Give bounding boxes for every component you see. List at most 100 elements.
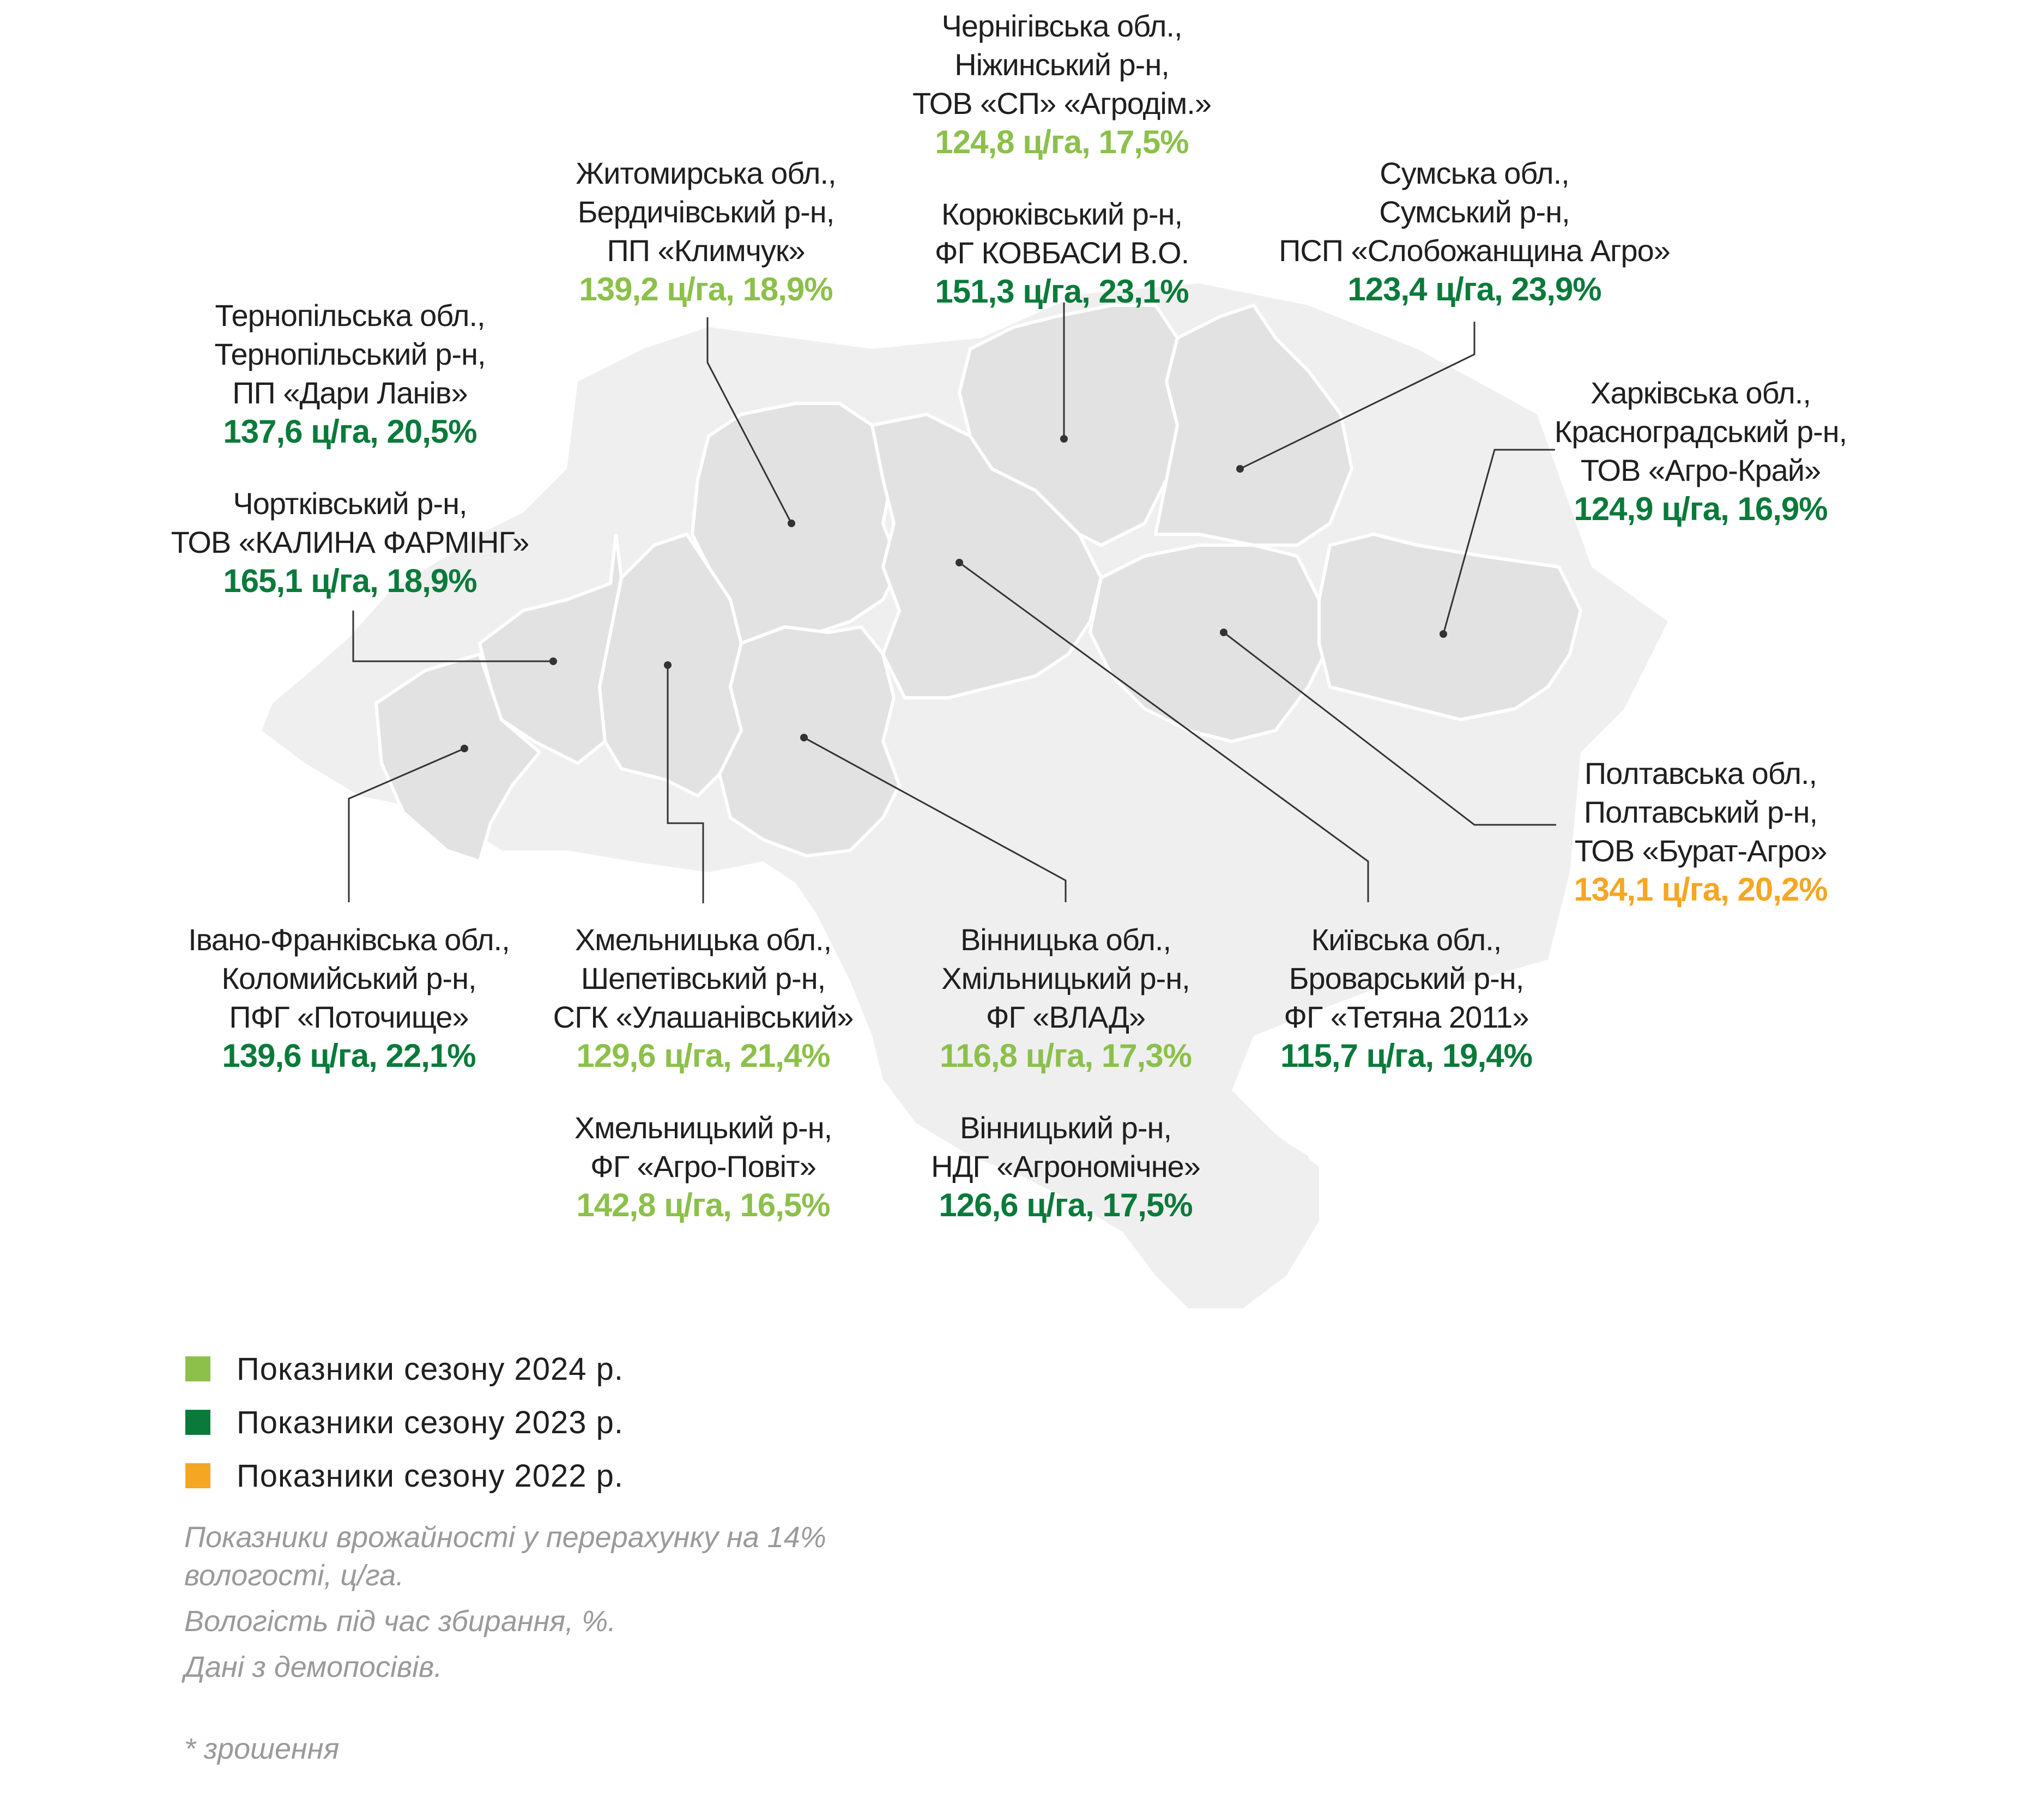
label-line: Хмільницький р-н, xyxy=(941,961,1190,995)
label-line: ФГ КОВБАСИ В.О. xyxy=(934,236,1189,270)
label-line: Красноградський р-н, xyxy=(1554,414,1847,449)
marker-khmelnytskyi xyxy=(664,661,672,669)
marker-poltava xyxy=(1220,629,1227,636)
label-line: ФГ «ВЛАД» xyxy=(985,1000,1146,1034)
label-line: ФГ «Тетяна 2011» xyxy=(1284,1000,1529,1034)
label-value: 134,1 ц/га, 20,2% xyxy=(1574,871,1828,908)
label-line: ФГ «Агро-Повіт» xyxy=(590,1149,817,1184)
legend-item-2022: Показники сезону 2022 р. xyxy=(185,1449,624,1502)
note-moisture: Вологість під час збирання, %. xyxy=(184,1605,616,1638)
legend-label-2024: Показники сезону 2024 р. xyxy=(237,1351,624,1387)
leader-chortkiv xyxy=(352,611,553,662)
leader-sumy xyxy=(1239,322,1475,470)
label-value: 151,3 ц/га, 23,1% xyxy=(935,273,1189,310)
region-kharkiv xyxy=(1317,532,1583,722)
leader-kharkiv xyxy=(1442,449,1555,635)
leader-zhytomyr xyxy=(706,317,793,524)
region-crimea xyxy=(1079,1090,1319,1297)
label-line: Коломийський р-н, xyxy=(221,961,476,995)
label-line: ПФГ «Поточище» xyxy=(229,1000,469,1034)
marker-vinnytsia xyxy=(800,734,808,741)
legend-label-2022: Показники сезону 2022 р. xyxy=(237,1458,624,1494)
label-ivano-frankivsk: Івано-Франківська обл., Коломийський р-н,… xyxy=(188,920,510,1075)
label-poltava: Полтавська обл., Полтавський р-н, ТОВ «Бур… xyxy=(1574,754,1828,909)
note-yield: Показники врожайності у перерахунку на 1… xyxy=(184,1521,826,1592)
label-value: 137,6 ц/га, 20,5% xyxy=(223,413,477,450)
label-line: ТОВ «Бурат-Агро» xyxy=(1574,834,1828,868)
label-line: Тернопільська обл., xyxy=(215,298,485,333)
label-line: ТОВ «КАЛИНА ФАРМІНГ» xyxy=(171,525,530,559)
label-value: 126,6 ц/га, 17,5% xyxy=(939,1187,1193,1223)
label-zhytomyr: Житомирська обл., Бердичівський р-н, ПП «К… xyxy=(576,154,836,309)
label-kharkiv: Харківська обл., Красноградський р-н, ТОВ … xyxy=(1555,373,1847,528)
label-value: 123,4 ц/га, 23,9% xyxy=(1347,271,1601,307)
label-line: ПСП «Слобожанщина Агро» xyxy=(1279,233,1671,268)
label-khmelnytskyi-shepetivka: Хмельницька обл., Шепетівський р-н, СГК «У… xyxy=(553,920,854,1075)
label-line: Житомирська обл., xyxy=(576,156,836,190)
legend: Показники сезону 2024 р. Показники сезон… xyxy=(185,1342,624,1502)
region-sumy xyxy=(1153,303,1354,547)
legend-swatch-2022 xyxy=(185,1463,210,1488)
label-line: Ніжинський р-н, xyxy=(954,47,1170,82)
notes: Показники врожайності у перерахунку на 1… xyxy=(184,1518,893,1776)
label-line: Хмельницький р-н, xyxy=(574,1110,832,1145)
label-value: 139,2 ц/га, 18,9% xyxy=(579,271,833,307)
label-line: Шепетівський р-н, xyxy=(580,961,826,995)
label-line: Полтавський р-н, xyxy=(1583,795,1818,829)
label-value: 124,9 ц/га, 16,9% xyxy=(1574,491,1828,527)
label-line: Київська обл., xyxy=(1311,922,1502,957)
label-ternopil: Тернопільська обл., Тернопільський р-н, ПП… xyxy=(214,296,486,451)
label-khmelnytskyi-khm: Хмельницький р-н, ФГ «Агро-Повіт» 142,8 ц/… xyxy=(575,1108,832,1224)
label-value: 142,8 ц/га, 16,5% xyxy=(576,1187,830,1223)
label-line: Броварський р-н, xyxy=(1289,961,1525,995)
label-value: 116,8 ц/га, 17,3% xyxy=(940,1037,1192,1074)
legend-label-2023: Показники сезону 2023 р. xyxy=(237,1404,624,1440)
label-line: Тернопільський р-н, xyxy=(214,337,486,371)
label-line: Полтавська обл., xyxy=(1584,756,1817,790)
legend-swatch-2023 xyxy=(185,1410,210,1435)
leader-kyiv xyxy=(959,562,1369,902)
label-line: Івано-Франківська обл., xyxy=(188,922,510,957)
label-line: Чортківський р-н, xyxy=(233,486,467,521)
label-chernihiv-nizhyn: Чернігівська обл., Ніжинський р-н, ТОВ «СП… xyxy=(912,7,1212,161)
label-line: ПП «Климчук» xyxy=(607,233,805,268)
label-value: 165,1 ц/га, 18,9% xyxy=(223,563,477,599)
label-line: Бердичівський р-н, xyxy=(577,195,835,229)
label-chernihiv-koriukivka: Корюківський р-н, ФГ КОВБАСИ В.О. 151,3 ц/… xyxy=(935,195,1189,311)
label-line: ТОВ «СП» «Агродім.» xyxy=(912,86,1212,120)
label-value: 124,8 ц/га, 17,5% xyxy=(935,124,1189,160)
marker-ivano-frankivsk xyxy=(461,745,468,752)
label-vinnytsia-khmilnyk: Вінницька обл., Хмільницький р-н, ФГ «ВЛАД… xyxy=(940,920,1192,1075)
leader-ivano-frankivsk xyxy=(348,747,465,902)
label-value: 129,6 ц/га, 21,4% xyxy=(576,1037,830,1074)
marker-chortkiv xyxy=(549,657,557,665)
label-line: Сумський р-н, xyxy=(1379,195,1570,229)
label-line: ТОВ «Агро-Край» xyxy=(1580,453,1821,487)
label-value: 115,7 ц/га, 19,4% xyxy=(1280,1037,1533,1074)
label-line: СГК «Улашанівський» xyxy=(553,1000,854,1034)
leader-vinnytsia xyxy=(803,737,1067,902)
label-line: Хмельницька обл., xyxy=(575,922,832,957)
marker-sumy xyxy=(1236,465,1244,473)
label-line: Вінницький р-н, xyxy=(959,1110,1172,1145)
label-sumy: Сумська обл., Сумський р-н, ПСП «Слобожанщ… xyxy=(1279,154,1671,309)
leader-khmelnytskyi xyxy=(667,665,704,903)
marker-zhytomyr xyxy=(788,520,795,527)
region-ivano-frankivsk xyxy=(374,652,542,864)
legend-item-2024: Показники сезону 2024 р. xyxy=(185,1342,624,1396)
note-source: Дані з демопосівів. xyxy=(184,1651,443,1683)
label-line: Корюківський р-н, xyxy=(941,197,1183,231)
marker-koriukivka xyxy=(1060,435,1068,443)
legend-swatch-2024 xyxy=(185,1356,210,1381)
label-line: Чернігівська обл., xyxy=(941,9,1182,43)
label-value: 139,6 ц/га, 22,1% xyxy=(222,1037,476,1074)
marker-kyiv xyxy=(956,559,963,566)
region-zhytomyr xyxy=(690,402,902,645)
note-irrigation: * зрошення xyxy=(184,1733,340,1765)
marker-kharkiv xyxy=(1440,630,1447,638)
map-background-south xyxy=(262,283,1668,1308)
leader-poltava xyxy=(1223,631,1556,826)
label-line: Вінницька обл., xyxy=(960,922,1171,957)
